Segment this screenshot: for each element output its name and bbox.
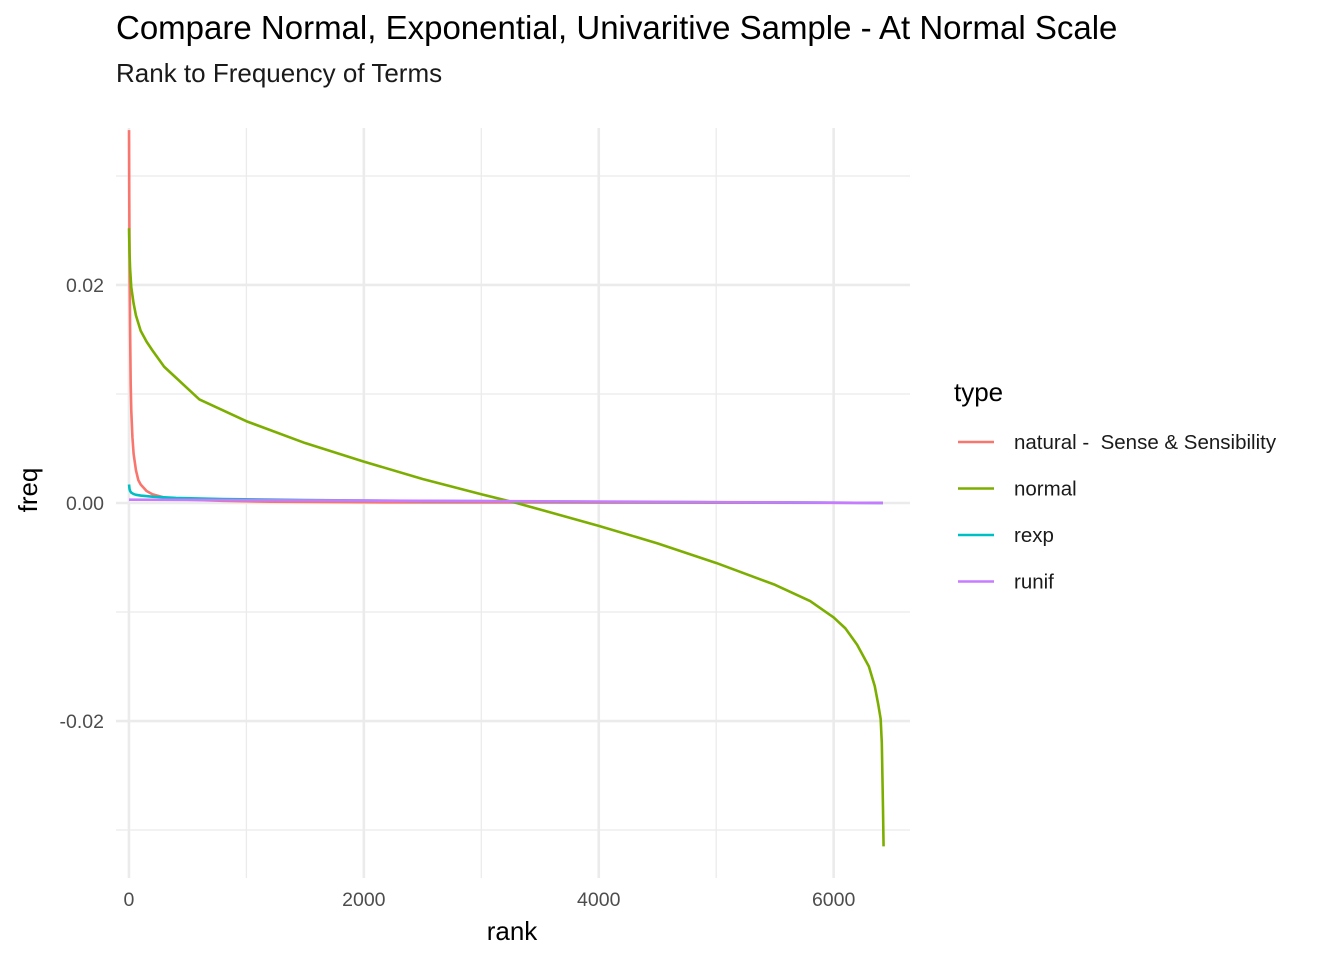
series-layer (127, 130, 885, 847)
x-axis-title: rank (487, 916, 539, 946)
x-tick-label: 2000 (342, 889, 386, 911)
series-line (129, 498, 883, 505)
series-line (127, 228, 885, 847)
legend-title: type (954, 377, 1003, 407)
legend-label: rexp (1014, 524, 1054, 547)
legend-label: natural - Sense & Sensibility (1014, 431, 1277, 454)
y-tick-label: 0.00 (66, 493, 104, 515)
x-tick-label: 0 (123, 889, 134, 911)
legend-label: runif (1014, 571, 1054, 594)
y-axis-ticks: -0.02 0.00 0.02 (60, 275, 105, 733)
legend-label: normal (1014, 478, 1077, 501)
y-tick-label: -0.02 (60, 711, 104, 733)
series-line (127, 130, 883, 505)
x-tick-label: 4000 (577, 889, 621, 911)
chart-title: Compare Normal, Exponential, Univaritive… (116, 9, 1117, 46)
x-tick-label: 6000 (812, 889, 856, 911)
legend: type natural - Sense & Sensibility normal… (954, 377, 1277, 594)
x-axis-ticks: 0 2000 4000 6000 (123, 889, 855, 911)
y-axis-title: freq (13, 468, 43, 513)
y-tick-label: 0.02 (66, 275, 104, 297)
chart-subtitle: Rank to Frequency of Terms (116, 58, 442, 88)
